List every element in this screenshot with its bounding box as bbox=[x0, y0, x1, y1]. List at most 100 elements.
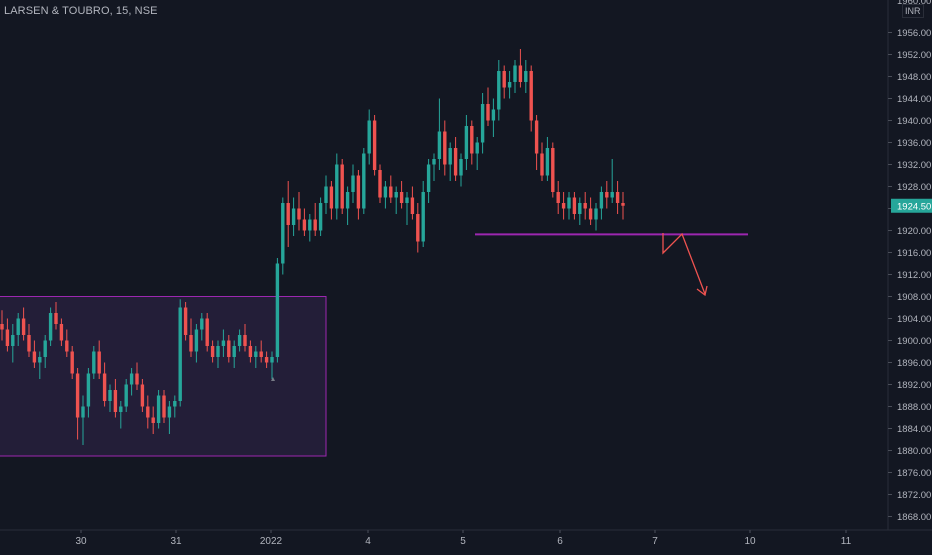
candle-body bbox=[621, 203, 625, 206]
candle-body bbox=[302, 219, 307, 231]
candle-body bbox=[389, 186, 393, 198]
candle-body bbox=[124, 384, 128, 407]
candle-body bbox=[610, 192, 614, 198]
candle-body bbox=[583, 203, 587, 209]
price-axis-label: 1948.00 bbox=[897, 72, 931, 83]
price-axis-label: 1904.00 bbox=[897, 314, 931, 325]
price-axis-label: 1872.00 bbox=[897, 490, 931, 501]
time-axis-label: 4 bbox=[365, 536, 371, 547]
candle-body bbox=[237, 335, 242, 346]
price-axis-label: 1868.00 bbox=[897, 512, 931, 523]
last-price-label: 1924.50 bbox=[897, 201, 931, 212]
candle-body bbox=[70, 351, 74, 374]
candle-body bbox=[470, 126, 474, 154]
candle-body bbox=[394, 192, 398, 198]
candle-body bbox=[459, 159, 463, 176]
time-axis-label: 5 bbox=[460, 536, 466, 547]
candle-body bbox=[221, 340, 226, 346]
candle-body bbox=[102, 373, 107, 401]
price-axis-label: 1884.00 bbox=[897, 424, 931, 435]
candle-body bbox=[399, 192, 404, 203]
price-axis-label: 1900.00 bbox=[897, 336, 931, 347]
candle-body bbox=[286, 203, 290, 225]
candle-body bbox=[21, 318, 26, 335]
candle-body bbox=[594, 208, 598, 220]
candle-body bbox=[507, 82, 512, 88]
candle-body bbox=[270, 357, 274, 363]
candle-body bbox=[561, 203, 566, 209]
candle-body bbox=[151, 417, 155, 423]
candle-body bbox=[281, 203, 285, 264]
candle-body bbox=[410, 197, 415, 214]
candle-body bbox=[86, 373, 91, 407]
price-axis-label: 1876.00 bbox=[897, 468, 931, 479]
candle-body bbox=[92, 351, 96, 374]
candle-body bbox=[162, 395, 166, 418]
price-axis-label: 1892.00 bbox=[897, 380, 931, 391]
bar-marker-icon bbox=[271, 377, 275, 381]
candle-body bbox=[351, 175, 355, 192]
candle-body bbox=[572, 197, 577, 214]
price-axis-label: 1940.00 bbox=[897, 116, 931, 127]
candle-body bbox=[416, 214, 420, 242]
candle-body bbox=[518, 65, 523, 82]
price-axis-label: 1936.00 bbox=[897, 138, 931, 149]
candle-body bbox=[486, 104, 490, 121]
candle-body bbox=[275, 263, 280, 357]
candle-body bbox=[65, 340, 69, 352]
candle-body bbox=[480, 104, 485, 143]
candle-body bbox=[113, 390, 118, 412]
candle-body bbox=[129, 373, 134, 385]
price-axis-label: 1944.00 bbox=[897, 94, 931, 105]
candle-body bbox=[156, 395, 161, 423]
currency-badge[interactable]: INR bbox=[902, 4, 924, 18]
candle-body bbox=[243, 335, 247, 346]
time-axis-label: 31 bbox=[170, 536, 182, 547]
candle-body bbox=[205, 318, 209, 346]
candle-body bbox=[448, 148, 452, 165]
candle-body bbox=[556, 192, 560, 203]
time-axis-label: 6 bbox=[557, 536, 563, 547]
candle-body bbox=[340, 164, 344, 209]
time-axis-label: 7 bbox=[652, 536, 658, 547]
candle-body bbox=[502, 71, 506, 88]
candle-body bbox=[356, 175, 361, 209]
candle-body bbox=[567, 197, 571, 209]
candle-body bbox=[59, 324, 64, 341]
candle-body bbox=[16, 318, 20, 335]
candle-body bbox=[43, 340, 47, 357]
candle-body bbox=[464, 126, 469, 159]
candle-body bbox=[345, 192, 350, 209]
price-axis-label: 1916.00 bbox=[897, 248, 931, 259]
candle-body bbox=[81, 406, 85, 418]
last-price-badge bbox=[891, 198, 932, 213]
candle-body bbox=[443, 131, 447, 165]
price-axis-label-top: 1960.00 bbox=[897, 0, 931, 7]
candle-body bbox=[335, 164, 339, 209]
candle-body bbox=[497, 71, 501, 110]
candle-body bbox=[329, 186, 334, 209]
candle-body bbox=[32, 351, 37, 363]
candle-body bbox=[588, 208, 593, 220]
time-axis-label: 30 bbox=[75, 536, 87, 547]
candle-body bbox=[291, 208, 296, 225]
candle-body bbox=[194, 329, 199, 352]
candle-body bbox=[599, 192, 604, 209]
candle-body bbox=[5, 329, 10, 346]
candle-body bbox=[313, 219, 317, 231]
candle-body bbox=[167, 406, 172, 418]
time-axis-label: 10 bbox=[744, 536, 756, 547]
candle-body bbox=[108, 390, 112, 401]
candle-body bbox=[140, 384, 145, 407]
candle-body bbox=[297, 208, 301, 220]
candle-body bbox=[432, 159, 436, 165]
price-axis-label: 1912.00 bbox=[897, 270, 931, 281]
candle-body bbox=[200, 318, 204, 330]
price-axis-label: 1908.00 bbox=[897, 292, 931, 303]
candle-body bbox=[75, 373, 80, 418]
candle-body bbox=[254, 351, 258, 357]
candle-body bbox=[216, 346, 220, 357]
